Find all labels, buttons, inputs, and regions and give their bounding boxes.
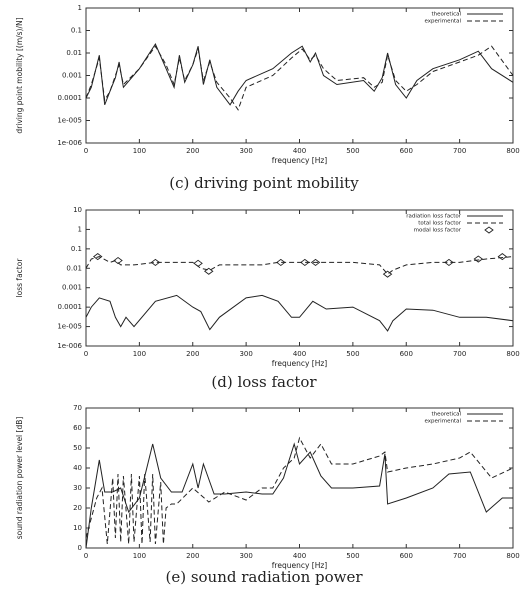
legend-label: experimental — [425, 19, 462, 25]
y-tick-label: 70 — [73, 404, 82, 412]
y-tick-label: 50 — [73, 444, 82, 452]
caption: (d) loss factor — [211, 373, 317, 391]
y-tick-label: 0.0001 — [58, 94, 83, 102]
y-tick-label: 0.1 — [71, 245, 82, 253]
x-axis-label: frequency [Hz] — [272, 561, 328, 570]
x-tick-label: 700 — [453, 552, 466, 560]
marker — [300, 258, 310, 266]
y-tick-label: 1 — [78, 4, 82, 12]
y-tick-label: 40 — [73, 464, 82, 472]
x-tick-label: 100 — [133, 552, 146, 560]
x-tick-label: 200 — [186, 147, 199, 155]
series-line — [85, 442, 513, 549]
y-tick-label: 60 — [73, 424, 82, 432]
y-tick-label: 1e-005 — [57, 117, 82, 125]
x-tick-label: 300 — [239, 350, 252, 358]
x-axis-label: frequency [Hz] — [272, 359, 328, 368]
y-tick-label: 30 — [73, 484, 82, 492]
y-tick-label: 0.1 — [71, 27, 82, 35]
x-tick-label: 800 — [506, 350, 519, 358]
series-line — [85, 294, 514, 332]
x-tick-label: 200 — [186, 552, 199, 560]
marker — [310, 258, 321, 266]
x-tick-label: 800 — [506, 147, 519, 155]
y-tick-label: 0.01 — [66, 264, 82, 272]
marker — [92, 253, 103, 261]
x-tick-label: 400 — [293, 552, 306, 560]
legend-label: total loss factor — [418, 221, 462, 227]
x-tick-label: 700 — [453, 147, 466, 155]
x-tick-label: 600 — [400, 350, 413, 358]
x-axis-label: frequency [Hz] — [272, 156, 328, 165]
marker — [113, 256, 123, 265]
y-tick-label: 1e-005 — [57, 323, 82, 331]
y-axis-label: driving point mobility [(m/s)/N] — [15, 17, 24, 133]
legend-label: experimental — [425, 419, 462, 425]
x-tick-label: 500 — [346, 552, 359, 560]
legend-label: theoretical — [431, 12, 461, 18]
caption: (e) sound radiation power — [165, 568, 363, 586]
y-tick-label: 10 — [73, 524, 82, 532]
y-tick-label: 0 — [78, 544, 82, 552]
x-tick-label: 800 — [506, 552, 519, 560]
marker — [204, 267, 214, 275]
marker — [444, 258, 454, 266]
x-tick-label: 500 — [346, 147, 359, 155]
y-tick-label: 0.001 — [62, 72, 82, 80]
series-line — [85, 45, 514, 111]
plot-frame — [85, 7, 514, 144]
x-tick-label: 100 — [133, 350, 146, 358]
legend-marker — [484, 226, 494, 234]
x-tick-label: 300 — [239, 147, 252, 155]
y-tick-label: 0.0001 — [58, 303, 83, 311]
x-tick-label: 600 — [400, 552, 413, 560]
y-tick-label: 0.001 — [62, 284, 82, 292]
x-tick-label: 700 — [453, 350, 466, 358]
legend-label: radiation loss factor — [406, 214, 462, 220]
y-tick-label: 1e-006 — [57, 342, 82, 350]
marker — [193, 259, 203, 267]
marker — [497, 253, 508, 261]
y-tick-label: 0.01 — [66, 49, 82, 57]
x-tick-label: 200 — [186, 350, 199, 358]
y-tick-label: 10 — [73, 206, 82, 214]
plot-frame — [85, 407, 514, 549]
x-tick-label: 400 — [293, 147, 306, 155]
marker — [473, 255, 484, 263]
legend-label: theoretical — [431, 412, 461, 418]
x-tick-label: 500 — [346, 350, 359, 358]
caption: (c) driving point mobility — [169, 174, 359, 192]
x-tick-label: 600 — [400, 147, 413, 155]
series-line — [85, 436, 514, 545]
series-line — [85, 256, 514, 275]
legend-label: modal loss factor — [414, 228, 462, 234]
marker — [382, 270, 393, 278]
y-tick-label: 1 — [78, 225, 82, 233]
marker — [150, 258, 161, 266]
x-tick-label: 400 — [293, 350, 306, 358]
y-axis-label: sound radiation power level [dB] — [15, 417, 24, 540]
marker — [276, 258, 286, 266]
x-tick-label: 300 — [239, 552, 252, 560]
x-tick-label: 0 — [84, 350, 88, 358]
x-tick-label: 0 — [84, 552, 88, 560]
x-tick-label: 0 — [84, 147, 88, 155]
y-axis-label: loss factor — [15, 258, 24, 298]
y-tick-label: 20 — [73, 504, 82, 512]
x-tick-label: 100 — [133, 147, 146, 155]
y-tick-label: 1e-006 — [57, 139, 82, 147]
